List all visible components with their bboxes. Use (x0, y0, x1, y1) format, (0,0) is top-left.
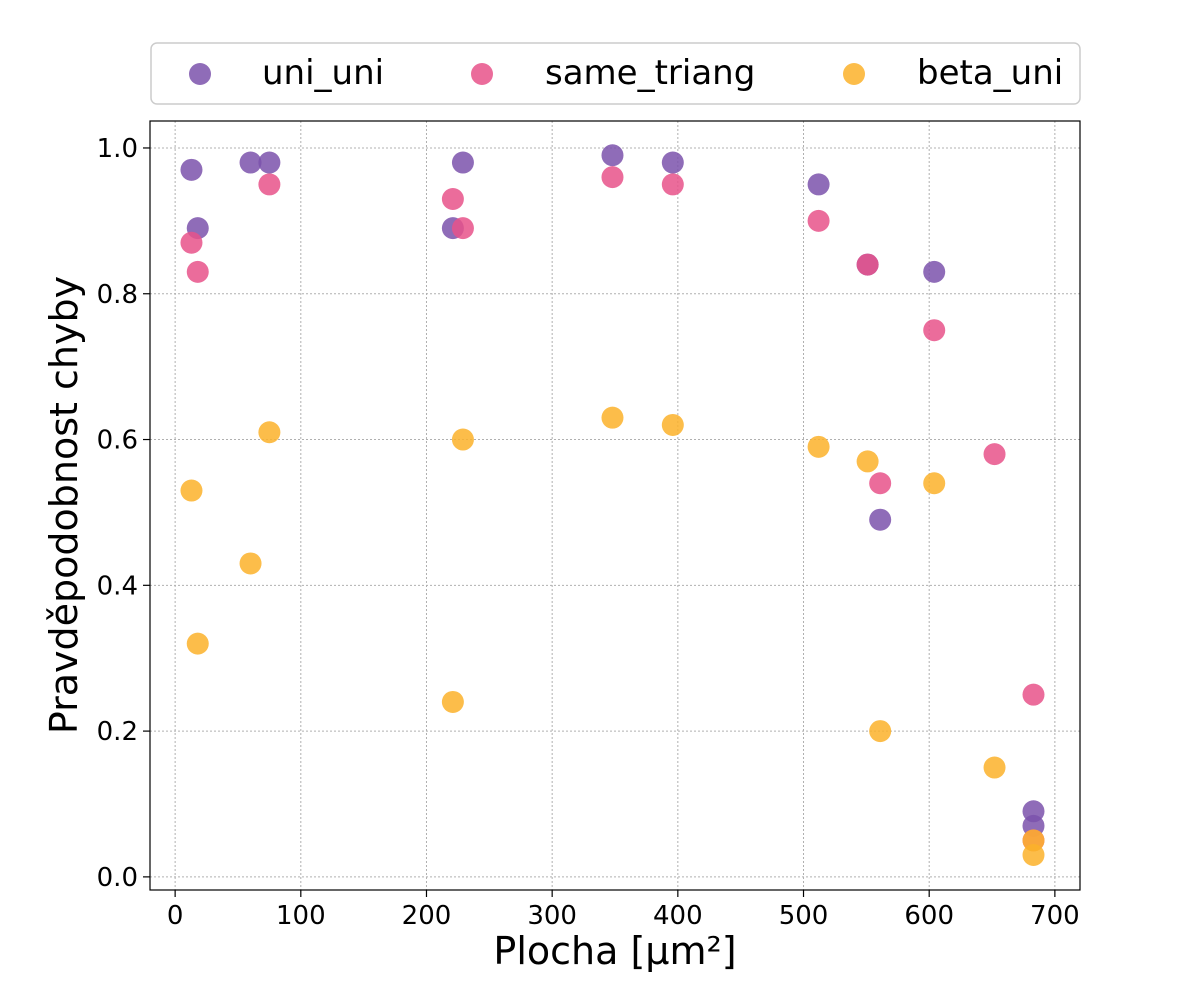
data-point (807, 173, 830, 196)
y-tick-label: 0.8 (97, 280, 138, 310)
data-point (451, 217, 474, 240)
data-point (923, 319, 946, 342)
data-point (923, 472, 946, 495)
data-point (661, 151, 684, 174)
data-point (601, 166, 624, 189)
y-tick-label: 0.4 (97, 571, 138, 601)
data-point (983, 443, 1006, 466)
data-point (441, 187, 464, 210)
legend-label: same_triang (545, 53, 755, 93)
series-beta_uni (180, 406, 1045, 867)
x-tick-label: 700 (1030, 901, 1080, 931)
data-point (869, 508, 892, 531)
data-point (601, 144, 624, 167)
legend-label: beta_uni (917, 53, 1063, 93)
data-point (451, 428, 474, 451)
grid-lines (150, 121, 1080, 890)
legend: uni_uni same_triang beta_uni (189, 53, 1063, 93)
data-point (258, 151, 281, 174)
data-point (661, 173, 684, 196)
data-point (601, 406, 624, 429)
legend-box (150, 42, 1081, 105)
legend-marker (189, 63, 211, 85)
data-point (239, 552, 262, 575)
data-point (983, 756, 1006, 779)
data-point (923, 260, 946, 283)
x-axis-title: Plocha [µm²] (493, 929, 736, 973)
x-tick-label: 300 (527, 901, 577, 931)
data-point (186, 632, 209, 655)
data-point (451, 151, 474, 174)
data-point (258, 173, 281, 196)
x-tick-label: 500 (779, 901, 829, 931)
x-tick-label: 0 (167, 901, 184, 931)
series-same_triang (180, 166, 1045, 852)
legend-marker (471, 63, 493, 85)
y-tick-label: 0.6 (97, 426, 138, 456)
data-point (180, 231, 203, 254)
data-point (856, 253, 879, 276)
y-tick-label: 0.0 (97, 863, 138, 893)
data-points (180, 144, 1045, 867)
legend-label: uni_uni (262, 53, 384, 93)
x-tick-label: 600 (904, 901, 954, 931)
data-point (186, 260, 209, 283)
y-axis-ticks: 0.0 0.2 0.4 0.6 0.8 1.0 (97, 134, 150, 893)
plot-frame (149, 120, 1081, 891)
data-point (180, 479, 203, 502)
data-point (869, 472, 892, 495)
data-point (807, 209, 830, 232)
data-point (441, 690, 464, 713)
data-point (258, 421, 281, 444)
x-tick-label: 100 (276, 901, 326, 931)
series-uni_uni (180, 144, 1045, 837)
data-point (239, 151, 262, 174)
data-point (1022, 844, 1045, 867)
data-point (661, 413, 684, 436)
x-axis-ticks: 0 100 200 300 400 500 600 700 (167, 890, 1080, 931)
y-axis-title: Pravděpodobnost chyby (42, 276, 86, 734)
data-point (856, 450, 879, 473)
y-tick-label: 0.2 (97, 717, 138, 747)
data-point (180, 158, 203, 181)
x-tick-label: 400 (653, 901, 703, 931)
data-point (1022, 683, 1045, 706)
y-tick-label: 1.0 (97, 134, 138, 164)
legend-marker (843, 63, 865, 85)
data-point (807, 435, 830, 458)
data-point (869, 720, 892, 743)
x-tick-label: 200 (402, 901, 452, 931)
